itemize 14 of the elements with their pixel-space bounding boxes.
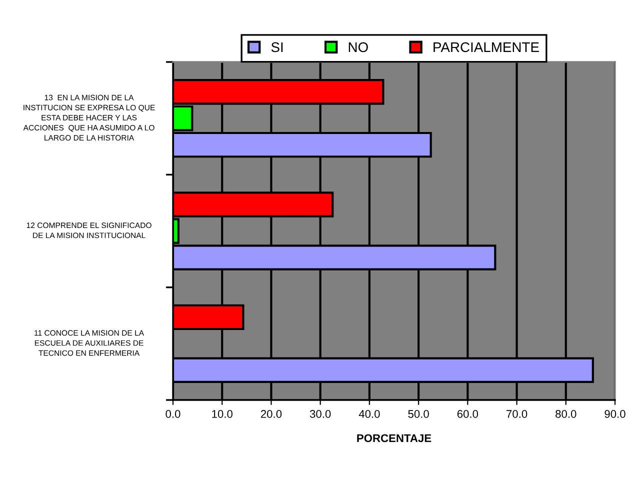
x-tick-label: 30.0 xyxy=(310,410,331,418)
x-tick-label: 60.0 xyxy=(457,410,478,418)
legend-label: PARCIALMENTE xyxy=(434,42,539,52)
x-tick-label: 90.0 xyxy=(604,410,626,418)
x-axis-title: PORCENTAJE xyxy=(357,434,432,442)
legend-label: NO xyxy=(348,42,368,52)
x-tick-label: 50.0 xyxy=(408,410,429,418)
x-tick-label: 10.0 xyxy=(212,410,232,418)
x-tick-label: 80.0 xyxy=(556,410,576,418)
x-tick-label: 40.0 xyxy=(358,410,380,418)
legend-label: SI xyxy=(271,42,283,52)
x-tick-label: 0.0 xyxy=(166,410,180,418)
x-tick-label: 20.0 xyxy=(260,410,282,418)
x-tick-label: 70.0 xyxy=(506,410,528,418)
